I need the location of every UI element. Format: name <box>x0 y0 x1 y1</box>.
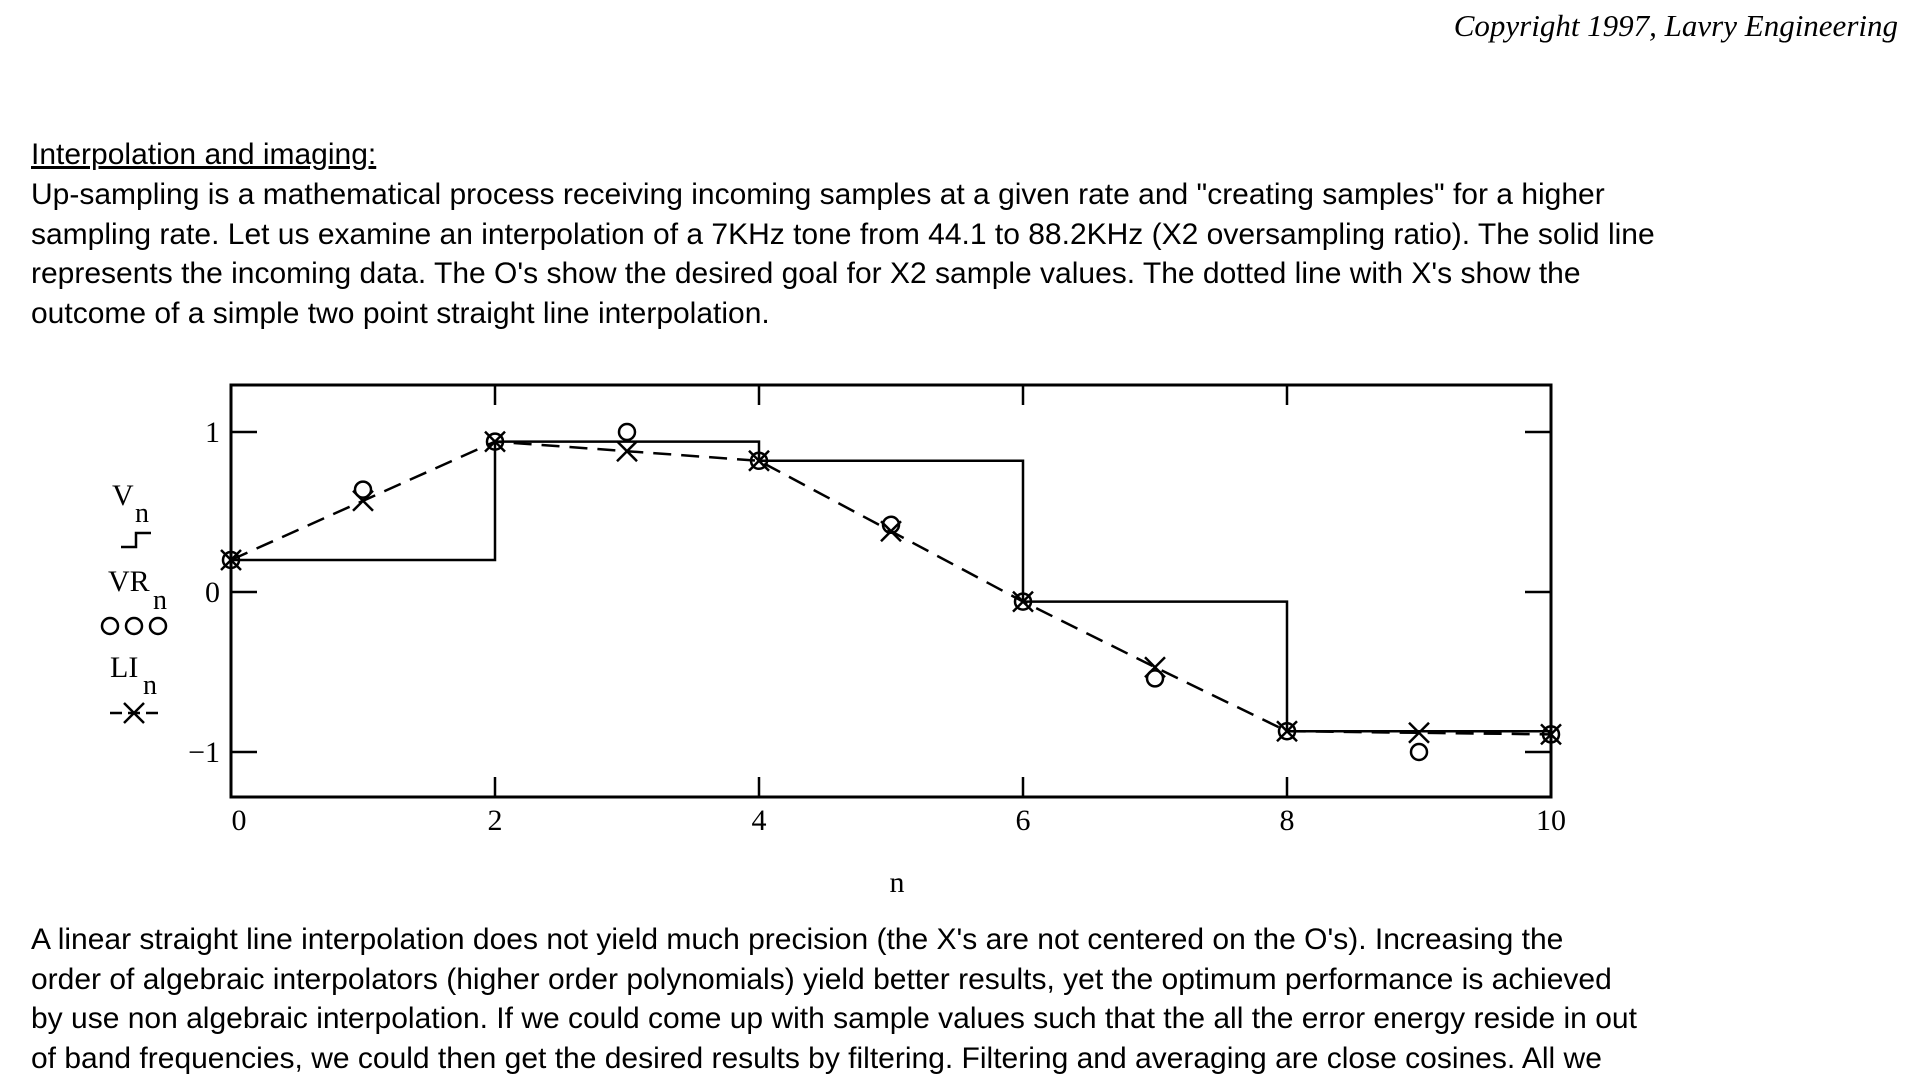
x-tick-label: 8 <box>1280 804 1295 837</box>
paragraph-line: of band frequencies, we could then get t… <box>31 1039 1637 1078</box>
y-tick-label: −1 <box>188 736 220 769</box>
paragraph-line: A linear straight line interpolation doe… <box>31 920 1637 960</box>
legend: V n VR n LI n <box>102 479 167 723</box>
legend-sub-vrn: n <box>153 585 167 616</box>
vrn-circle-marker <box>1411 744 1427 760</box>
legend-dashed-x-swatch <box>110 703 158 723</box>
legend-step-swatch <box>121 533 151 547</box>
legend-sub-vn: n <box>135 498 149 529</box>
followup-paragraph: A linear straight line interpolation doe… <box>31 920 1637 1078</box>
legend-sub-lin: n <box>143 670 157 701</box>
x-tick-label: 0 <box>232 804 247 837</box>
x-tick-label: 4 <box>752 804 767 837</box>
plot-frame <box>231 385 1551 797</box>
vrn-circle-marker <box>619 424 635 440</box>
lin-x-marker <box>1145 657 1165 677</box>
x-tick-label: 2 <box>488 804 503 837</box>
paragraph-line: order of algebraic interpolators (higher… <box>31 960 1637 1000</box>
legend-circle-swatch <box>102 618 166 634</box>
legend-label-vn: V <box>112 479 134 512</box>
y-tick-label: 1 <box>205 416 220 449</box>
legend-label-lin: LI <box>110 651 138 684</box>
lin-x-marker <box>881 521 901 541</box>
series-vn-step-line <box>231 442 1551 735</box>
paragraph-line: by use non algebraic interpolation. If w… <box>31 999 1637 1039</box>
legend-label-vrn: VR <box>108 565 150 598</box>
x-tick-label: 6 <box>1016 804 1031 837</box>
lin-x-marker <box>353 491 373 511</box>
series-lin-dashed-line <box>231 442 1551 735</box>
y-tick-label: 0 <box>205 576 220 609</box>
x-tick-label: 10 <box>1536 804 1566 837</box>
x-axis-label: n <box>890 866 905 899</box>
